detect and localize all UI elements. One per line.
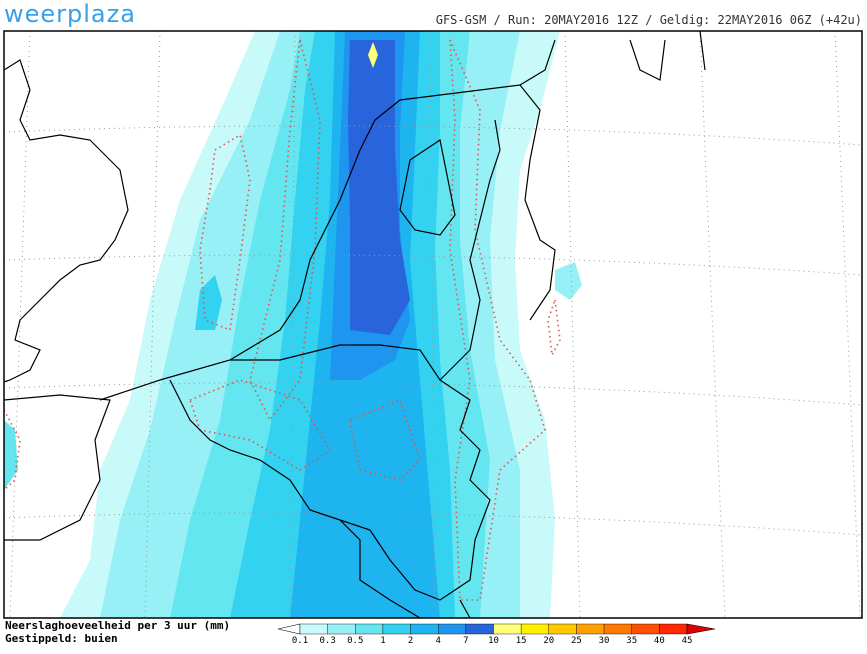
precip-area [555, 262, 582, 300]
map [3, 30, 863, 619]
colorbar: 0.1 0.3 0.5 1 2 4 7 10 15 20 25 30 35 40 45 [277, 623, 716, 646]
colorbar-segment [355, 623, 384, 635]
precip-area [348, 40, 410, 335]
legend-subtitle: Gestippeld: buien [5, 632, 118, 645]
colorbar-segment [493, 623, 522, 635]
colorbar-label: 25 [571, 636, 582, 646]
legend-title: Neerslaghoeveelheid per 3 uur (mm) [5, 619, 230, 632]
colorbar-label: 45 [682, 636, 693, 646]
colorbar-label: 7 [463, 636, 468, 646]
map-frame [3, 30, 863, 619]
border [169, 344, 491, 601]
colorbar-segment [382, 623, 411, 635]
colorbar-segment [548, 623, 577, 635]
colorbar-segment [465, 623, 494, 635]
colorbar-label: 0.1 [292, 636, 308, 646]
precip-area [195, 275, 222, 330]
colorbar-segment [576, 623, 605, 635]
coastline [519, 84, 556, 321]
colorbar-arrow [686, 623, 716, 635]
colorbar-label: 35 [626, 636, 637, 646]
colorbar-label: 30 [599, 636, 610, 646]
colorbar-segment [520, 623, 549, 635]
colorbar-label: 4 [436, 636, 441, 646]
colorbar-segment [659, 623, 688, 635]
colorbar-segment [410, 623, 439, 635]
colorbar-label: 20 [543, 636, 554, 646]
shower-contour [449, 39, 546, 601]
shower-contour [249, 39, 321, 422]
colorbar-label: 1 [380, 636, 385, 646]
coastline [399, 139, 456, 236]
colorbar-segment [631, 623, 660, 635]
colorbar-segment [603, 623, 632, 635]
border [439, 119, 501, 381]
colorbar-label: 40 [654, 636, 665, 646]
colorbar-segment [299, 623, 328, 635]
colorbar-segment [438, 623, 467, 635]
colorbar-label: 15 [516, 636, 527, 646]
colorbar-arrow [277, 623, 301, 635]
coastline [3, 59, 129, 383]
brand-logo: weerplaza [4, 0, 136, 28]
colorbar-label: 0.5 [347, 636, 363, 646]
precip-area [4, 420, 18, 490]
coastline [629, 30, 706, 81]
colorbar-segment [327, 623, 356, 635]
colorbar-label: 2 [408, 636, 413, 646]
shower-contour [349, 398, 421, 481]
coastline [3, 394, 111, 541]
coastline [99, 39, 556, 401]
colorbar-label: 0.3 [320, 636, 336, 646]
colorbar-label: 10 [488, 636, 499, 646]
border [339, 519, 471, 619]
precip-area [368, 42, 378, 68]
map-header: GFS-GSM / Run: 20MAY2016 12Z / Geldig: 2… [436, 13, 862, 27]
